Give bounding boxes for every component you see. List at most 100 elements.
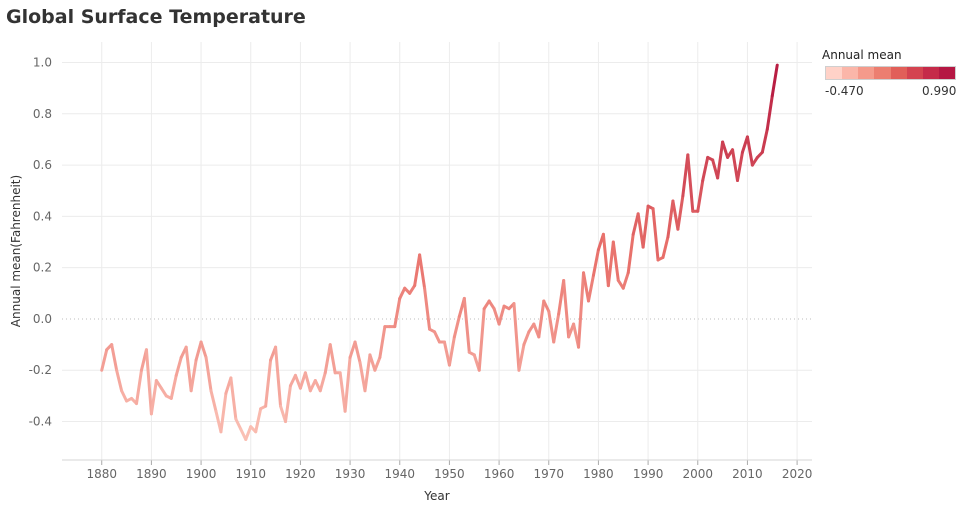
legend-min-label: -0.470 <box>825 84 864 98</box>
line-segment <box>686 153 695 213</box>
y-tick-label: -0.4 <box>29 415 52 429</box>
y-tick-label: 0.6 <box>33 158 52 172</box>
line-segment <box>408 284 417 295</box>
line-segment <box>194 340 203 362</box>
legend-color-cell <box>858 67 875 79</box>
line-segment <box>512 302 521 372</box>
line-segment <box>745 135 754 167</box>
line-segment <box>100 348 109 372</box>
x-tick-label: 1970 <box>533 467 564 481</box>
x-tick-label: 1950 <box>434 467 465 481</box>
y-tick-label: 0.0 <box>33 312 52 326</box>
line-segment <box>487 299 496 311</box>
x-tick-label: 2010 <box>732 467 763 481</box>
line-segment <box>606 240 615 288</box>
line-segment <box>135 368 143 406</box>
line-segment <box>626 232 635 275</box>
line-segment <box>577 271 586 349</box>
x-tick-label: 1910 <box>235 467 266 481</box>
line-segment <box>462 296 471 354</box>
line-segment <box>641 204 650 249</box>
line-segment <box>303 371 312 393</box>
line-segment <box>601 232 610 288</box>
line-segment <box>209 389 218 413</box>
line-segment <box>671 199 680 231</box>
y-axis-label: Annual mean(Fahrenheit) <box>9 175 23 327</box>
line-segment <box>120 389 129 403</box>
line-segment <box>666 199 675 239</box>
line-segment <box>750 155 759 167</box>
legend-color-cell <box>842 67 859 79</box>
line-segment <box>343 355 352 413</box>
grid-lines <box>62 42 812 460</box>
x-tick-label: 1980 <box>583 467 614 481</box>
line-segment <box>497 304 506 326</box>
x-tick-label: 1990 <box>633 467 664 481</box>
x-tick-label: 1920 <box>285 467 316 481</box>
line-segment <box>562 278 571 339</box>
line-segment <box>368 353 377 372</box>
line-segment <box>169 373 178 400</box>
legend-title: Annual mean <box>822 48 902 62</box>
line-segment <box>328 343 337 375</box>
line-segment <box>363 353 372 393</box>
line-segment <box>418 253 427 290</box>
line-segment <box>234 417 243 431</box>
line-segment <box>735 150 744 182</box>
legend-color-cell <box>938 67 955 79</box>
line-segment <box>661 235 670 259</box>
chart-title: Global Surface Temperature <box>6 6 306 28</box>
line-segment <box>423 286 432 331</box>
line-segment <box>621 271 630 290</box>
x-tick-label: 1890 <box>136 467 167 481</box>
line-segment <box>413 253 422 288</box>
x-axis-ticks: 1880 1890 1900 1910 1920 1930 1940 1950 1960 1970… <box>62 459 813 481</box>
line-segment <box>184 345 193 393</box>
line-segment <box>477 307 486 372</box>
x-tick-label: 2000 <box>682 467 713 481</box>
line-segment <box>199 340 208 359</box>
series-annual-mean <box>100 63 779 441</box>
line-segment <box>398 286 407 300</box>
line-segment <box>144 348 153 416</box>
line-segment <box>154 379 163 390</box>
line-segment <box>189 358 198 393</box>
x-tick-label: 1880 <box>86 467 117 481</box>
line-segment <box>676 194 685 231</box>
line-segment <box>110 343 119 372</box>
legend-color-cell <box>906 67 923 79</box>
legend-color-scale <box>825 66 956 80</box>
x-tick-label: 2020 <box>782 467 813 481</box>
line-segment <box>229 376 238 421</box>
line-segment <box>159 386 168 398</box>
line-segment <box>204 355 213 393</box>
y-tick-label: 0.2 <box>33 261 52 275</box>
legend-color-cell <box>874 67 891 79</box>
line-segment <box>716 140 725 180</box>
legend-color-cell <box>826 67 843 79</box>
x-tick-label: 1940 <box>384 467 415 481</box>
line-segment <box>542 299 551 313</box>
line-segment <box>517 343 526 372</box>
line-segment <box>537 299 546 339</box>
x-tick-label: 1930 <box>335 467 366 481</box>
line-segment <box>353 340 362 365</box>
x-tick-label: 1960 <box>484 467 515 481</box>
line-segment <box>264 358 273 408</box>
legend-max-label: 0.990 <box>922 84 957 98</box>
line-segment <box>760 127 769 154</box>
legend-color-cell <box>890 67 907 79</box>
line-segment <box>393 296 402 329</box>
x-axis-label: Year <box>423 489 449 503</box>
line-segment <box>219 391 228 434</box>
line-segment <box>452 314 461 339</box>
line-segment <box>701 155 710 182</box>
line-segment <box>284 384 292 424</box>
line-segment <box>586 273 595 303</box>
line-segment <box>770 63 779 98</box>
x-tick-label: 1900 <box>186 467 217 481</box>
line-segment <box>244 425 253 441</box>
line-segment <box>651 207 660 262</box>
line-segment <box>318 371 327 393</box>
